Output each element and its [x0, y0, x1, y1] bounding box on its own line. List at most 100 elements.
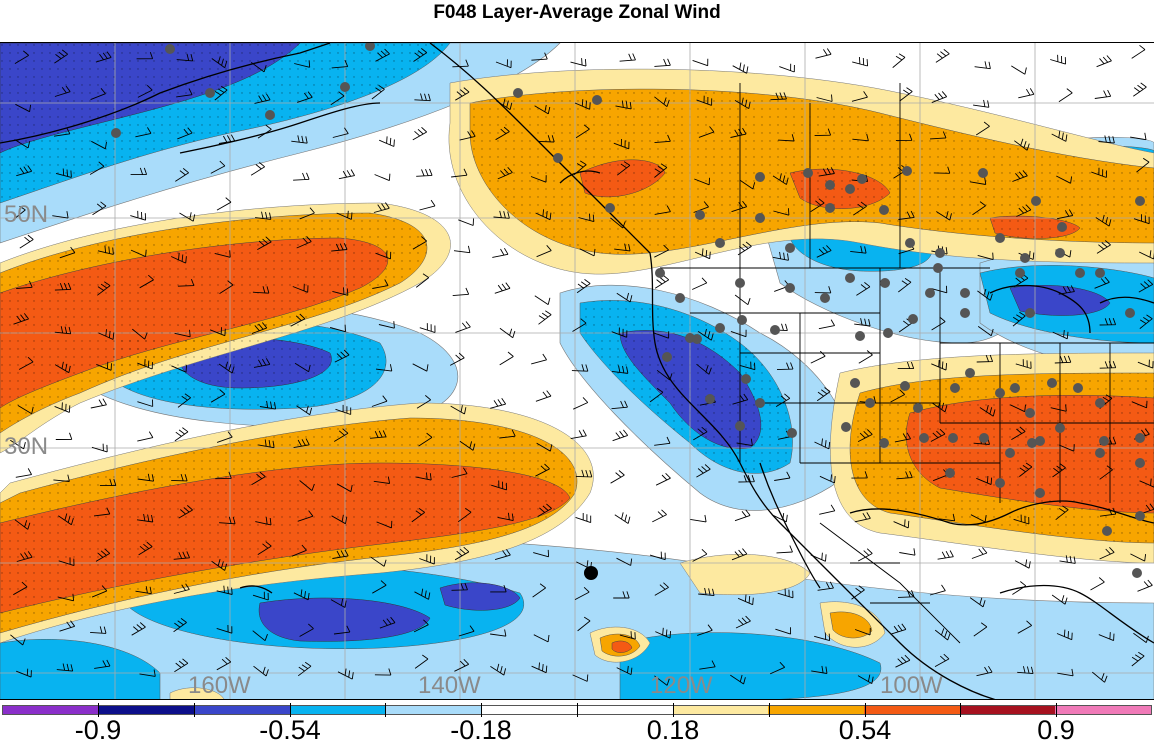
wind-barb [55, 168, 72, 178]
wind-barb [137, 431, 154, 442]
station-dot [1073, 383, 1083, 393]
station-dot [995, 478, 1005, 488]
wind-barb [450, 405, 467, 415]
wind-barb [453, 245, 471, 254]
colorbar-tick [1056, 703, 1058, 717]
wind-barb [251, 471, 266, 486]
wind-barb [14, 519, 31, 530]
wind-barb [698, 587, 715, 597]
wind-barb [171, 365, 188, 373]
wind-barb [216, 624, 233, 634]
wind-barb [332, 549, 349, 559]
wind-barb [379, 136, 395, 147]
wind-barb [419, 323, 436, 333]
station-dot [1010, 383, 1020, 393]
station-dot [715, 238, 725, 248]
wind-barb [972, 201, 986, 216]
wind-barb [1050, 54, 1067, 65]
wind-barb [854, 512, 871, 523]
wind-barb [130, 210, 147, 221]
wind-barb [378, 321, 395, 329]
station-dot [1031, 196, 1041, 206]
wind-barb [455, 321, 471, 333]
station-dot [365, 43, 375, 51]
station-dot [755, 213, 765, 223]
wind-barb [810, 552, 827, 562]
wind-barb [257, 541, 272, 555]
wind-barb [575, 513, 592, 524]
wind-barb [1133, 632, 1149, 643]
wind-barb [374, 173, 391, 182]
wind-barb [853, 201, 867, 216]
wind-barb [419, 199, 436, 211]
station-dot [1095, 448, 1105, 458]
station-dot [978, 168, 988, 178]
station-dot [1135, 458, 1145, 468]
wind-barb [929, 584, 946, 596]
wind-barb [737, 594, 754, 606]
station-dot [803, 168, 813, 178]
wind-barb [974, 61, 991, 70]
wind-barb [535, 390, 552, 402]
wind-barb [772, 251, 789, 261]
wind-barb [55, 432, 73, 440]
wind-barb [299, 480, 315, 491]
wind-barb [969, 597, 986, 608]
wind-barb [573, 397, 589, 410]
grid-lines [0, 43, 1154, 699]
station-dot [1099, 436, 1109, 446]
wind-barb [897, 361, 915, 370]
wind-barb [971, 547, 988, 559]
wind-barb [174, 329, 191, 338]
colorbar-label: -0.9 [74, 715, 122, 745]
wind-barb [654, 163, 668, 178]
wind-barb [211, 56, 228, 69]
station-dot [1015, 268, 1025, 278]
colorbar-segment [194, 706, 291, 714]
lon-label-100w: 100W [880, 672, 943, 699]
wind-barb [933, 166, 951, 174]
wind-barb [91, 140, 107, 150]
wind-barb [414, 93, 431, 102]
colorbar-tick [864, 703, 866, 717]
wind-barb [1013, 514, 1030, 525]
wind-barb [332, 287, 349, 296]
wind-barb [578, 213, 595, 223]
colorbar-tick [97, 703, 99, 717]
wind-barb [976, 665, 993, 677]
wind-barb [492, 247, 509, 258]
wind-barb [218, 361, 235, 374]
station-dot [1020, 253, 1030, 263]
wind-barb [499, 429, 516, 439]
wind-barb [1099, 361, 1117, 369]
wind-barb [538, 310, 552, 325]
wind-barb [814, 128, 832, 137]
station-dot [755, 398, 765, 408]
station-dot [979, 433, 989, 443]
station-dot [950, 383, 960, 393]
wind-barb [251, 322, 268, 335]
wind-barb [570, 58, 587, 67]
wind-barb [532, 583, 546, 598]
wind-barb [331, 514, 348, 525]
wind-barb [138, 541, 153, 556]
wind-barb [255, 211, 272, 220]
wind-barb [610, 217, 626, 229]
wind-barb [777, 588, 794, 599]
wind-barbs [10, 44, 1154, 686]
wind-barb [810, 350, 826, 364]
wind-barb [458, 625, 475, 637]
station-dot [692, 334, 702, 344]
wind-barb [649, 551, 666, 561]
wind-barb [93, 507, 111, 517]
colorbar-label: 0.9 [1037, 715, 1075, 745]
wind-barb [731, 548, 748, 561]
station-dot [1025, 308, 1035, 318]
colorbar-tick [385, 703, 387, 717]
colorbar-label: 0.54 [838, 715, 892, 745]
wind-barb [214, 85, 228, 101]
wind-barb [53, 127, 71, 137]
wind-barb [336, 483, 353, 493]
wind-map [0, 43, 1154, 699]
wind-barb [458, 218, 474, 226]
